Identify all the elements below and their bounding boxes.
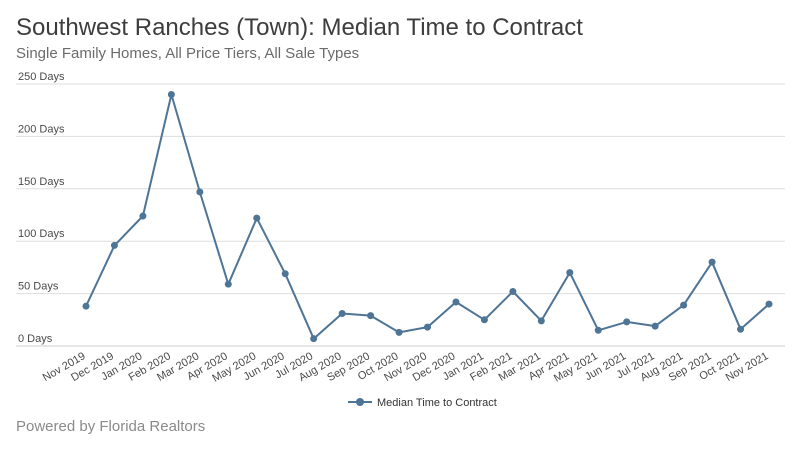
data-point[interactable] — [110, 241, 118, 249]
data-point[interactable] — [594, 326, 602, 334]
y-tick-label: 50 Days — [18, 281, 59, 293]
data-point[interactable] — [224, 280, 232, 288]
data-point[interactable] — [480, 316, 488, 324]
y-tick-label: 250 Days — [18, 71, 65, 83]
legend-marker-dot — [356, 398, 364, 406]
data-point[interactable] — [765, 300, 773, 308]
series-layer — [82, 90, 773, 343]
data-point[interactable] — [139, 212, 147, 220]
data-point[interactable] — [708, 258, 716, 266]
data-point[interactable] — [651, 322, 659, 330]
chart-title: Southwest Ranches (Town): Median Time to… — [16, 14, 583, 41]
data-point[interactable] — [509, 288, 517, 296]
data-point[interactable] — [196, 188, 204, 196]
y-tick-label: 100 Days — [18, 228, 65, 240]
data-point[interactable] — [167, 90, 175, 98]
data-point[interactable] — [537, 317, 545, 325]
data-point[interactable] — [367, 312, 375, 320]
y-axis-ticks: 0 Days 50 Days 100 Days 150 Days 200 Days 250… — [18, 71, 65, 345]
data-point[interactable] — [338, 310, 346, 318]
data-point[interactable] — [452, 298, 460, 306]
chart-subtitle: Single Family Homes, All Price Tiers, Al… — [16, 45, 360, 62]
series-line — [85, 93, 770, 340]
data-point[interactable] — [737, 325, 745, 333]
data-point[interactable] — [680, 301, 688, 309]
y-tick-label: 0 Days — [18, 333, 53, 345]
data-point[interactable] — [424, 323, 431, 331]
grid-layer — [16, 83, 785, 347]
y-tick-label: 200 Days — [18, 123, 65, 135]
y-tick-label: 150 Days — [18, 176, 65, 188]
data-point[interactable] — [623, 318, 631, 326]
legend[interactable]: Median Time to Contract — [348, 397, 497, 409]
footer-credit: Powered by Florida Realtors — [16, 418, 206, 435]
data-point[interactable] — [395, 328, 403, 336]
data-point[interactable] — [310, 335, 318, 343]
data-point[interactable] — [566, 269, 574, 277]
data-point[interactable] — [281, 270, 289, 278]
legend-label: Median Time to Contract — [377, 397, 497, 409]
data-point[interactable] — [82, 302, 90, 310]
data-point[interactable] — [253, 214, 261, 222]
